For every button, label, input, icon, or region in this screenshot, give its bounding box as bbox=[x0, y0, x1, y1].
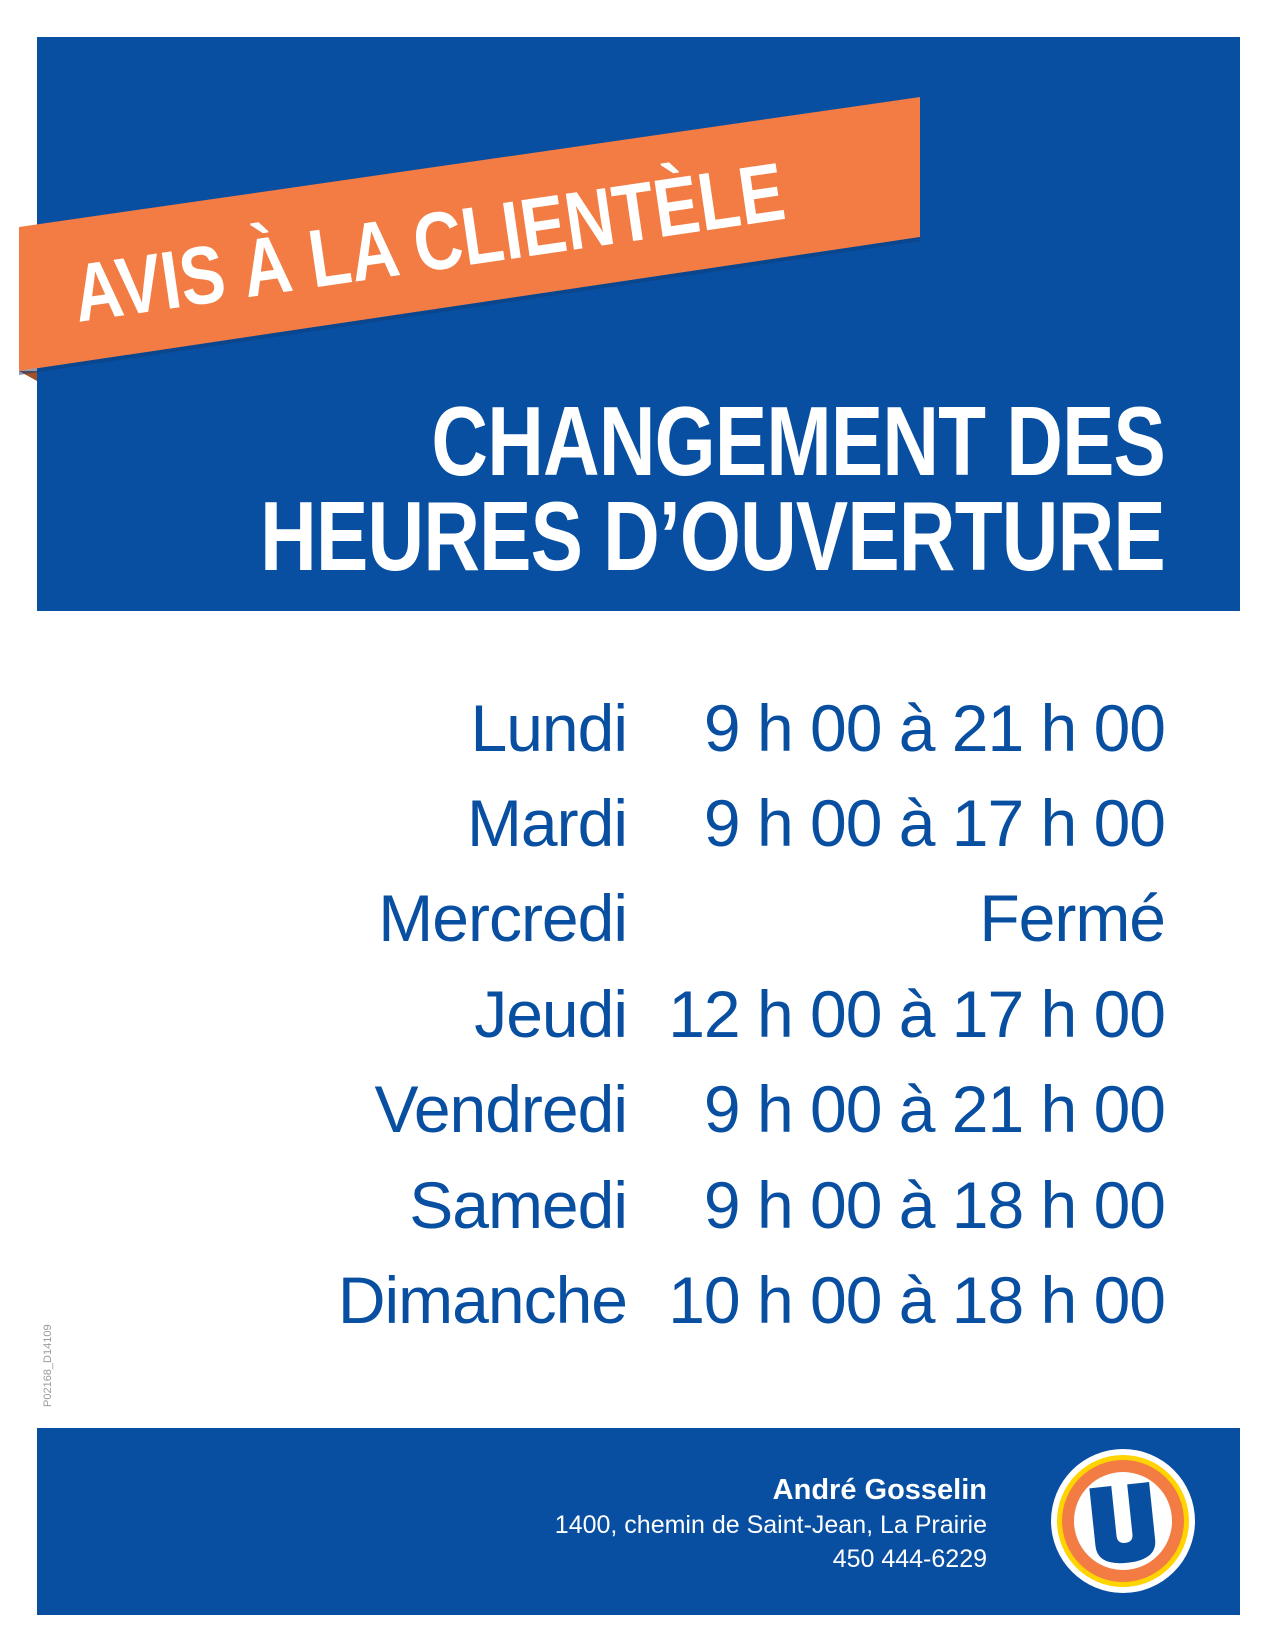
day-label: Vendredi bbox=[374, 1072, 628, 1146]
day-label: Dimanche bbox=[337, 1263, 628, 1337]
document-code: P02168_D14109 bbox=[42, 1324, 54, 1407]
schedule-row: Dimanche 10 h 00 à 18 h 00 bbox=[0, 1262, 1275, 1342]
uni-logo bbox=[1051, 1449, 1195, 1593]
day-label: Mardi bbox=[466, 786, 628, 860]
hours-value: 9 h 00 à 21 h 00 bbox=[703, 691, 1166, 765]
day-label: Lundi bbox=[470, 691, 628, 765]
footer-panel: André Gosselin 1400, chemin de Saint-Jea… bbox=[37, 1428, 1240, 1615]
day-label: Jeudi bbox=[474, 977, 628, 1051]
day-label: Samedi bbox=[409, 1168, 628, 1242]
hours-value: Fermé bbox=[979, 881, 1166, 955]
schedule-row: Samedi 9 h 00 à 18 h 00 bbox=[0, 1167, 1275, 1247]
hours-value: 10 h 00 à 18 h 00 bbox=[668, 1263, 1166, 1337]
store-phone: 450 444-6229 bbox=[832, 1545, 987, 1573]
title-line-1: CHANGEMENT DES bbox=[431, 386, 1165, 496]
hours-value: 9 h 00 à 18 h 00 bbox=[703, 1168, 1166, 1242]
day-label: Mercredi bbox=[378, 881, 628, 955]
hours-value: 9 h 00 à 21 h 00 bbox=[703, 1072, 1166, 1146]
banner-ribbon: AVIS À LA CLIENTÈLE bbox=[19, 97, 920, 381]
hours-value: 9 h 00 à 17 h 00 bbox=[703, 786, 1166, 860]
schedule-row: Vendredi 9 h 00 à 21 h 00 bbox=[0, 1071, 1275, 1151]
schedule-row: Lundi 9 h 00 à 21 h 00 bbox=[0, 690, 1275, 770]
store-owner-name: André Gosselin bbox=[772, 1474, 987, 1506]
schedule-row: Mercredi Fermé bbox=[0, 880, 1275, 960]
store-address: 1400, chemin de Saint-Jean, La Prairie bbox=[554, 1511, 987, 1539]
title-line-2: HEURES D’OUVERTURE bbox=[260, 481, 1166, 591]
hours-value: 12 h 00 à 17 h 00 bbox=[668, 977, 1166, 1051]
schedule-row: Jeudi 12 h 00 à 17 h 00 bbox=[0, 976, 1275, 1056]
schedule-row: Mardi 9 h 00 à 17 h 00 bbox=[0, 785, 1275, 865]
